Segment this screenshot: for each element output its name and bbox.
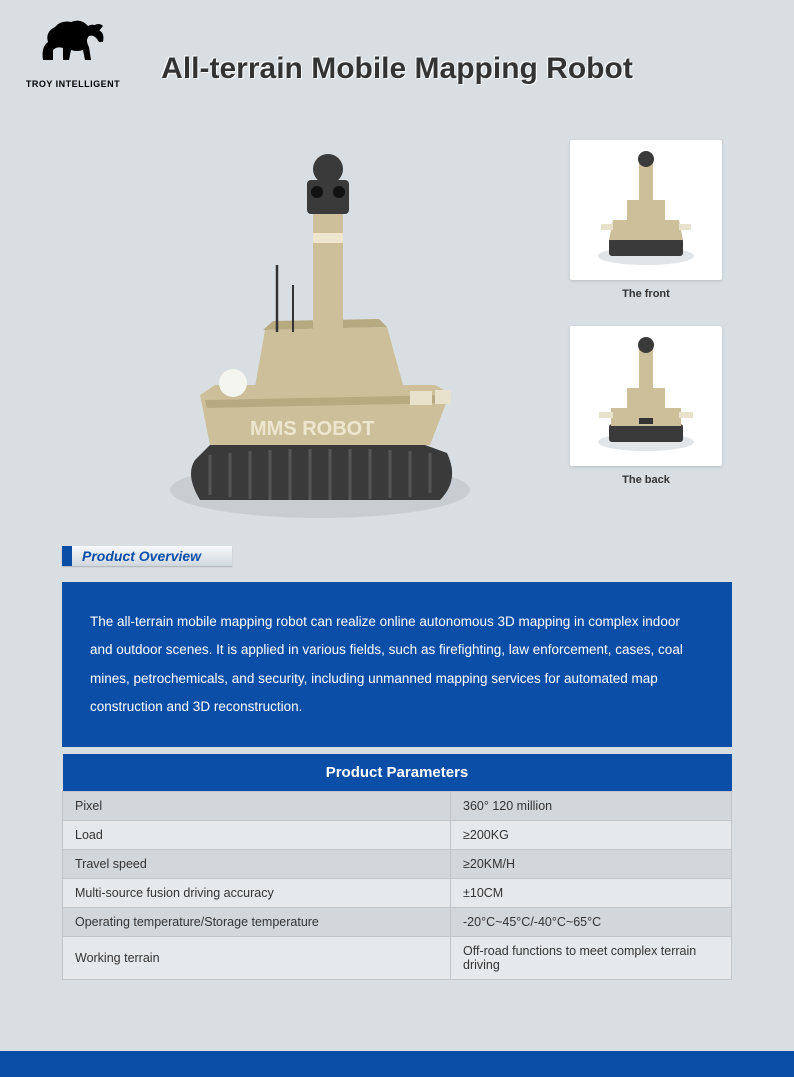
table-row: Working terrainOff-road functions to mee… (63, 937, 732, 980)
page-title: All-terrain Mobile Mapping Robot (0, 52, 794, 86)
robot-main-image: MMS ROBOT (155, 135, 490, 530)
parameters-table: Product Parameters Pixel360° 120 million… (62, 754, 732, 980)
robot-front-thumbnail (570, 140, 722, 280)
table-row: Load≥200KG (63, 821, 732, 850)
table-row: Pixel360° 120 million (63, 792, 732, 821)
front-caption: The front (570, 288, 722, 300)
back-caption: The back (570, 474, 722, 486)
footer-bar (0, 1051, 794, 1077)
hero-images: MMS ROBOT The front (0, 120, 794, 530)
table-row: Multi-source fusion driving accuracy±10C… (63, 879, 732, 908)
table-row: Travel speed≥20KM/H (63, 850, 732, 879)
overview-section-header: Product Overview (62, 546, 232, 566)
overview-text: The all-terrain mobile mapping robot can… (62, 582, 732, 747)
robot-back-thumbnail (570, 326, 722, 466)
table-row: Operating temperature/Storage temperatur… (63, 908, 732, 937)
svg-text:MMS ROBOT: MMS ROBOT (250, 418, 374, 440)
parameters-header: Product Parameters (63, 754, 732, 792)
